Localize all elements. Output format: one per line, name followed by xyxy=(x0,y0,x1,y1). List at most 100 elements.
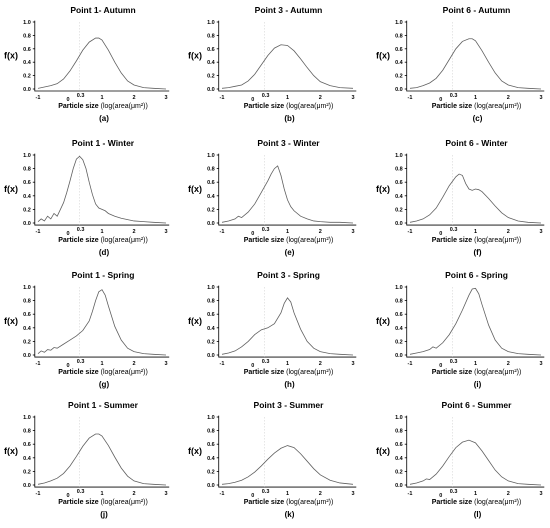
x-axis-label: Particle size (log(area(μm²)) xyxy=(432,237,522,244)
y-tick-label: 0.0 xyxy=(207,87,215,93)
x-tick-label: 2 xyxy=(319,229,322,235)
axes-frame xyxy=(34,153,170,226)
y-tick-label: 0.4 xyxy=(395,194,404,200)
x-tick-label: 0.3 xyxy=(450,359,458,365)
panel-label: (i) xyxy=(474,380,482,389)
y-tick-label: 0.8 xyxy=(395,299,403,305)
y-tick-label: 0.2 xyxy=(395,339,403,345)
y-axis-label: f(x) xyxy=(4,51,18,61)
x-tick-label: 1 xyxy=(286,95,289,101)
axes-frame xyxy=(406,415,545,488)
y-tick-label: 0.4 xyxy=(395,60,404,66)
chart-title: Point 3 - Spring xyxy=(257,270,320,280)
x-tick-label: -1 xyxy=(220,491,225,497)
chart-panel-11: Point 3 - Summer f(x) 0.0 0.2 0.4 0.6 0.8 1.0 -1… xyxy=(188,400,357,519)
y-tick-label: 0.2 xyxy=(23,207,31,213)
x-tick-label: -1 xyxy=(36,491,41,497)
y-tick-label: 1.0 xyxy=(23,415,31,421)
panel-label: (d) xyxy=(99,248,110,257)
x-tick-label: 0 xyxy=(66,363,69,369)
y-tick-label: 0.4 xyxy=(207,194,216,200)
y-tick-label: 0.8 xyxy=(395,429,403,435)
x-tick-label: 3 xyxy=(539,361,542,367)
chart-title: Point 3 - Winter xyxy=(257,138,320,148)
series-line-1 xyxy=(37,433,167,486)
y-tick-label: 0.8 xyxy=(23,429,31,435)
y-tick-label: 0.0 xyxy=(207,483,215,489)
y-tick-label: 1.0 xyxy=(207,415,215,421)
chart-title: Point 6 - Winter xyxy=(445,138,508,148)
axes-frame xyxy=(218,415,357,488)
x-tick-label: 3 xyxy=(351,491,354,497)
chart-title: Point 6 - Spring xyxy=(445,270,508,280)
y-tick-label: 0.2 xyxy=(207,469,215,475)
chart-panel-2: Point 3 - Autumn f(x) 0.0 0.2 0.4 0.6 0.8 1.0 -1… xyxy=(188,5,357,123)
y-axis-label: f(x) xyxy=(188,51,202,61)
y-tick-label: 0.6 xyxy=(23,180,31,186)
x-tick-label: 0 xyxy=(439,363,442,369)
series-line-1 xyxy=(409,287,542,356)
x-tick-label: 2 xyxy=(319,95,322,101)
panel-label: (a) xyxy=(99,114,109,123)
chart-panel-1: Point 1- Autumn f(x) 0.0 0.2 0.4 0.6 0.8 1.0 -1 0… xyxy=(4,5,170,123)
x-tick-label: 0.3 xyxy=(450,489,458,495)
x-tick-label: 0 xyxy=(251,363,254,369)
y-tick-label: 0.8 xyxy=(395,33,403,39)
y-tick-label: 0.4 xyxy=(23,60,32,66)
y-tick-label: 0.0 xyxy=(23,221,31,227)
y-tick-label: 0.6 xyxy=(395,442,403,448)
x-tick-label: 2 xyxy=(507,229,510,235)
x-tick-label: 3 xyxy=(164,361,167,367)
y-tick-label: 0.4 xyxy=(23,456,32,462)
x-tick-label: 1 xyxy=(100,95,103,101)
x-tick-label: 1 xyxy=(474,361,477,367)
x-tick-label: -1 xyxy=(408,95,413,101)
y-tick-label: 0.0 xyxy=(395,87,403,93)
series-line-1 xyxy=(221,44,354,89)
y-tick-label: 0.0 xyxy=(23,87,31,93)
chart-title: Point 1 - Summer xyxy=(68,400,139,410)
axes-frame xyxy=(406,285,545,358)
y-tick-label: 0.2 xyxy=(23,469,31,475)
x-tick-label: 3 xyxy=(539,229,542,235)
y-tick-label: 0.4 xyxy=(207,326,216,332)
x-tick-label: 2 xyxy=(132,361,135,367)
x-tick-label: 0 xyxy=(66,97,69,103)
y-tick-label: 0.2 xyxy=(23,74,31,80)
axes-frame xyxy=(218,285,357,358)
y-tick-label: 1.0 xyxy=(23,153,31,159)
y-axis-label: f(x) xyxy=(188,446,202,456)
y-axis-label: f(x) xyxy=(376,184,390,194)
x-tick-label: 0 xyxy=(439,493,442,499)
chart-title: Point 3 - Autumn xyxy=(255,5,323,15)
x-tick-label: -1 xyxy=(220,229,225,235)
series-line-1 xyxy=(37,155,167,224)
y-tick-label: 0.0 xyxy=(23,483,31,489)
chart-title: Point 1- Autumn xyxy=(70,5,135,15)
x-tick-label: 0.3 xyxy=(77,93,85,99)
x-axis-label: Particle size (log(area(μm²)) xyxy=(58,499,148,506)
series-line-1 xyxy=(37,37,167,90)
x-axis-label: Particle size (log(area(μm²)) xyxy=(432,103,522,110)
x-axis-label: Particle size (log(area(μm²)) xyxy=(244,237,334,244)
panel-label: (j) xyxy=(100,510,108,519)
y-tick-label: 0.8 xyxy=(207,33,215,39)
x-tick-label: 1 xyxy=(474,229,477,235)
y-axis-label: f(x) xyxy=(188,316,202,326)
chart-title: Point 1 - Winter xyxy=(72,138,135,148)
x-tick-label: 1 xyxy=(474,95,477,101)
y-tick-label: 0.8 xyxy=(23,299,31,305)
x-axis-label: Particle size (log(area(μm²)) xyxy=(58,237,148,244)
x-tick-label: 2 xyxy=(132,229,135,235)
x-axis-label: Particle size (log(area(μm²)) xyxy=(244,369,334,376)
x-tick-label: 0.3 xyxy=(262,359,270,365)
y-tick-label: 0.2 xyxy=(207,207,215,213)
y-tick-label: 1.0 xyxy=(23,20,31,26)
x-tick-label: -1 xyxy=(408,361,413,367)
x-tick-label: 0.3 xyxy=(77,489,85,495)
x-tick-label: 0.3 xyxy=(262,489,270,495)
axes-frame xyxy=(34,20,170,92)
panel-label: (k) xyxy=(285,510,295,519)
axes-frame xyxy=(34,285,170,358)
y-tick-label: 1.0 xyxy=(207,153,215,159)
